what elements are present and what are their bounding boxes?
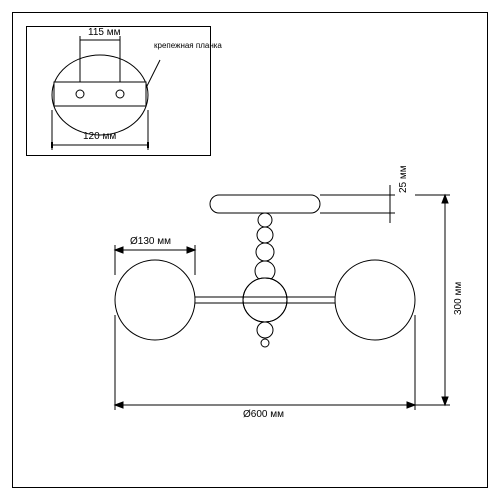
inset-base-width-label: 120 мм [83, 131, 116, 142]
total-height-label: 300 мм [453, 282, 464, 315]
canopy-height-label: 25 мм [398, 165, 409, 193]
total-width-label: Ø600 мм [243, 409, 284, 420]
inset-bracket-text: крепежная планка [154, 42, 222, 51]
globe-diameter-label: Ø130 мм [130, 236, 171, 247]
inset-bracket-width-label: 115 мм [88, 27, 120, 38]
